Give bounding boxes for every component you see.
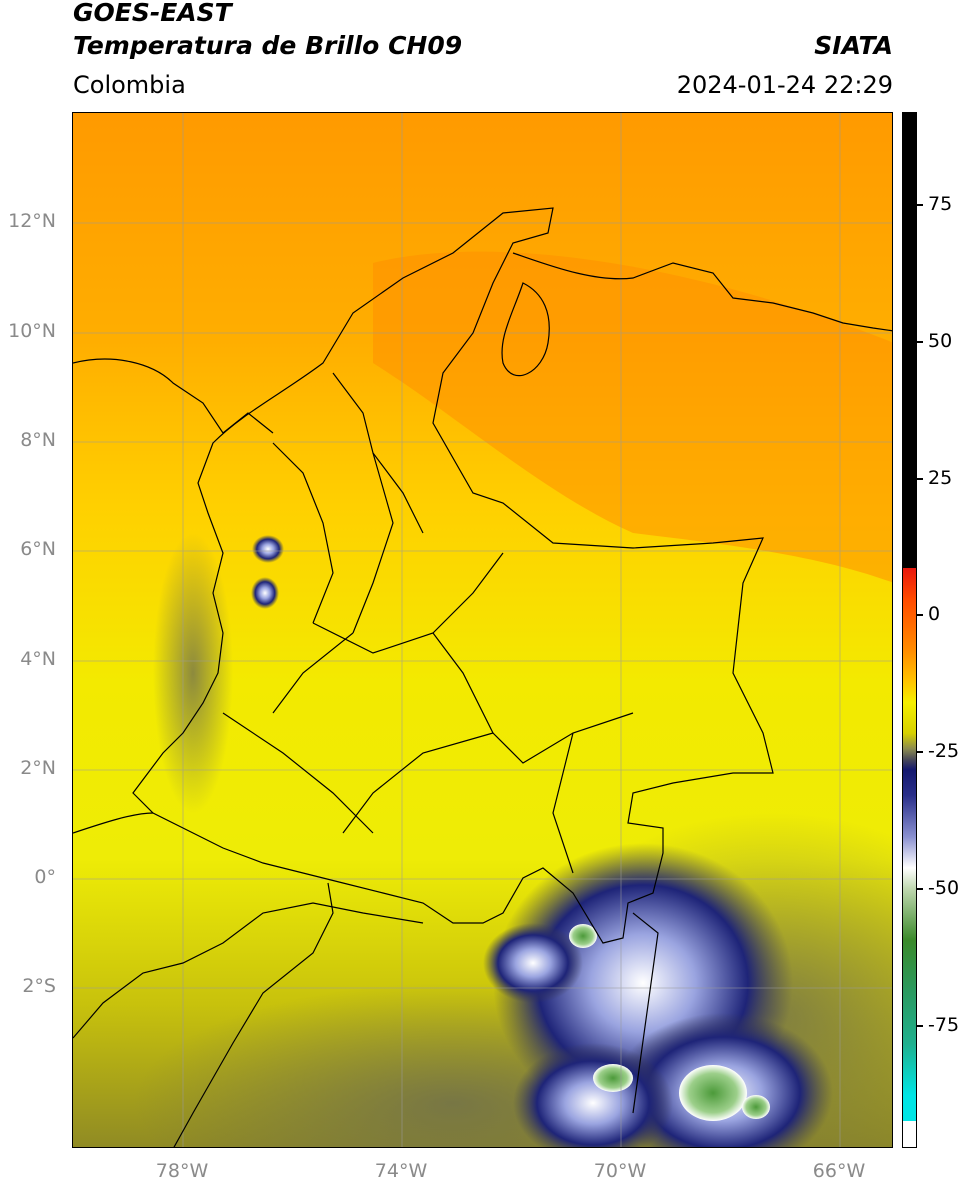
colorbar [902, 112, 917, 1148]
brightness-temperature-map [73, 113, 892, 1147]
lat-label-4n: 4°N [20, 648, 56, 670]
colorbar-label-50: 50 [928, 330, 953, 352]
map-panel [72, 112, 893, 1148]
lon-label-78w: 78°W [155, 1160, 209, 1182]
colorbar-label-75: 75 [928, 193, 953, 215]
lat-label-8n: 8°N [20, 429, 56, 451]
lat-label-12n: 12°N [8, 210, 56, 232]
boundaries [73, 207, 892, 1147]
lat-label-6n: 6°N [20, 538, 56, 560]
datetime-label: 2024-01-24 22:29 [676, 71, 893, 99]
colorbar-label-25: 25 [928, 467, 953, 489]
colorbar-label-minus75: -75 [928, 1014, 960, 1036]
region-label: Colombia [73, 71, 186, 99]
lon-label-74w: 74°W [374, 1160, 428, 1182]
organization-label: SIATA [814, 31, 893, 60]
warm-area [373, 251, 892, 583]
lat-label-0: 0° [34, 866, 56, 888]
storm-cluster [483, 843, 833, 1147]
lon-label-70w: 70°W [593, 1160, 647, 1182]
product-title: Temperatura de Brillo CH09 [73, 31, 463, 60]
lat-label-10n: 10°N [8, 320, 56, 342]
colorbar-label-minus50: -50 [928, 877, 960, 899]
colorbar-label-minus25: -25 [928, 740, 960, 762]
lat-label-2n: 2°N [20, 757, 56, 779]
andean-cell [252, 535, 284, 563]
satellite-title: GOES-EAST [73, 0, 232, 27]
lat-label-2s: 2°S [22, 975, 56, 997]
colorbar-label-0: 0 [928, 603, 941, 625]
lon-label-66w: 66°W [812, 1160, 866, 1182]
